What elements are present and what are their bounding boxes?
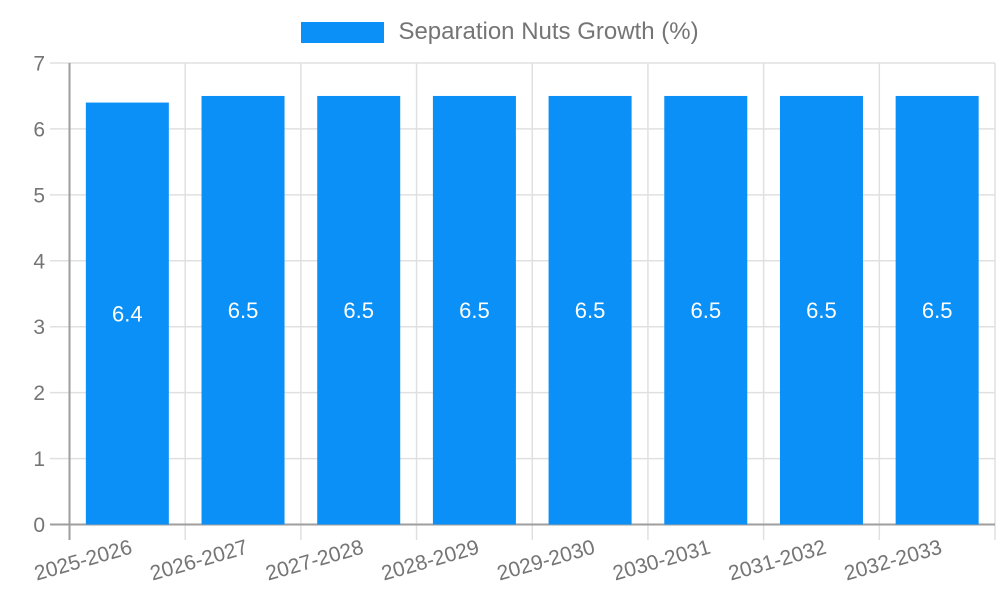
bar-2032-2033[interactable] — [895, 95, 979, 525]
bar-value-label: 6.5 — [690, 298, 721, 323]
bar-value-label: 6.5 — [922, 298, 953, 323]
y-axis-tick-label: 5 — [33, 184, 45, 207]
bar-value-label: 6.4 — [112, 302, 143, 327]
y-axis-tick-label: 2 — [33, 382, 45, 405]
x-axis-tick-label: 2025-2026 — [32, 536, 135, 586]
x-axis-tick-label: 2031-2032 — [726, 536, 829, 586]
bar-2025-2026[interactable] — [85, 102, 169, 525]
x-axis-tick-label: 2032-2033 — [842, 536, 945, 586]
x-axis-tick-label: 2030-2031 — [610, 536, 713, 586]
legend: Separation Nuts Growth (%) — [0, 18, 1000, 46]
legend-label: Separation Nuts Growth (%) — [398, 18, 699, 45]
bar-value-label: 6.5 — [806, 298, 837, 323]
y-axis-tick-label: 6 — [33, 118, 45, 141]
y-axis-tick-label: 4 — [33, 250, 45, 273]
x-axis-tick-label: 2027-2028 — [263, 536, 366, 586]
x-axis-tick-label: 2028-2029 — [379, 536, 482, 586]
bar-2026-2027[interactable] — [201, 95, 285, 525]
legend-swatch — [301, 21, 385, 43]
bar-2029-2030[interactable] — [548, 95, 632, 525]
bar-value-label: 6.5 — [459, 298, 490, 323]
bar-value-label: 6.5 — [343, 298, 374, 323]
legend-item-separation-nuts-growth[interactable]: Separation Nuts Growth (%) — [301, 18, 699, 46]
x-axis-tick-label: 2026-2027 — [148, 536, 251, 586]
x-axis-tick-label: 2029-2030 — [495, 536, 598, 586]
y-axis-tick-label: 7 — [33, 53, 45, 76]
y-axis-tick-label: 0 — [33, 514, 45, 537]
bar-2027-2028[interactable] — [317, 95, 401, 525]
bar-2030-2031[interactable] — [664, 95, 748, 525]
bar-value-label: 6.5 — [575, 298, 606, 323]
bar-value-label: 6.5 — [228, 298, 259, 323]
y-axis-tick-label: 1 — [33, 448, 45, 471]
bar-2031-2032[interactable] — [779, 95, 863, 525]
bar-2028-2029[interactable] — [432, 95, 516, 525]
y-axis-tick-label: 3 — [33, 316, 45, 339]
